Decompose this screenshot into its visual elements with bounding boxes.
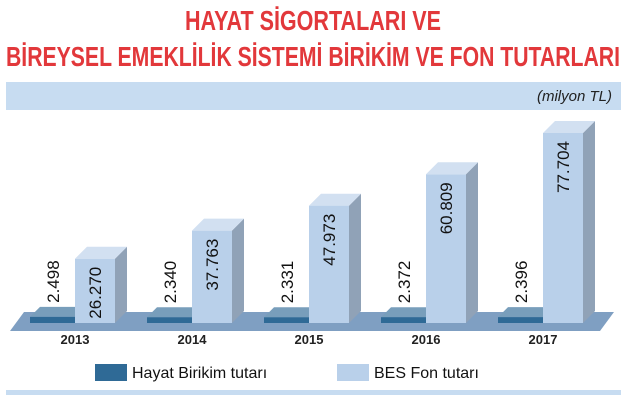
bar	[309, 193, 361, 323]
legend-swatch	[337, 364, 369, 381]
chart-title: HAYAT SİGORTALARI VE	[185, 5, 441, 36]
bar-top	[543, 121, 595, 133]
value-label: 2.340	[161, 261, 180, 304]
bar-top	[147, 307, 202, 318]
value-label: 2.372	[395, 261, 414, 304]
bar-front	[147, 317, 192, 323]
value-label: 26.270	[86, 267, 105, 319]
legend-label: Hayat Birikim tutarı	[132, 365, 267, 382]
value-label: 47.973	[320, 214, 339, 266]
x-tick-label: 2015	[295, 332, 324, 347]
bar-side	[115, 246, 127, 323]
bar	[192, 218, 244, 323]
legend-swatch	[95, 364, 127, 381]
x-tick-label: 2017	[529, 332, 558, 347]
bar-side	[466, 162, 478, 323]
header-band	[6, 82, 621, 110]
bar-front	[498, 317, 543, 323]
bar-front	[75, 258, 115, 323]
legend-label: BES Fon tutarı	[374, 365, 479, 382]
bar-front	[426, 174, 466, 323]
bar-top	[498, 307, 553, 318]
bar-front	[192, 230, 232, 323]
bar-top	[192, 218, 244, 231]
bar-side	[583, 121, 595, 323]
value-label: 2.331	[278, 261, 297, 304]
unit-label: (milyon TL)	[537, 88, 612, 105]
bar	[543, 121, 595, 323]
bar-side	[232, 218, 244, 323]
bar-front	[309, 205, 349, 323]
bar-top	[30, 306, 85, 317]
chart-title: BİREYSEL EMEKLİLİK SİSTEMİ BİRİKİM VE FO…	[6, 41, 620, 72]
value-label: 2.396	[512, 261, 531, 304]
footer-band	[6, 390, 621, 395]
value-label: 60.809	[437, 182, 456, 234]
bar-top	[309, 193, 361, 206]
bar-front	[543, 133, 583, 323]
bar-front	[30, 316, 75, 323]
value-label: 2.498	[44, 260, 63, 303]
bar-top	[264, 307, 319, 318]
bar-side	[349, 193, 361, 323]
x-tick-label: 2016	[412, 332, 441, 347]
value-label: 37.763	[203, 239, 222, 291]
bar-front	[264, 317, 309, 323]
bar	[75, 246, 127, 323]
bar	[426, 162, 478, 323]
bar-front	[381, 317, 426, 323]
bar-top	[75, 246, 127, 259]
x-tick-label: 2013	[61, 332, 90, 347]
bar-top	[381, 307, 436, 318]
bar-top	[426, 162, 478, 175]
value-label: 77.704	[554, 141, 573, 193]
x-tick-label: 2014	[178, 332, 208, 347]
